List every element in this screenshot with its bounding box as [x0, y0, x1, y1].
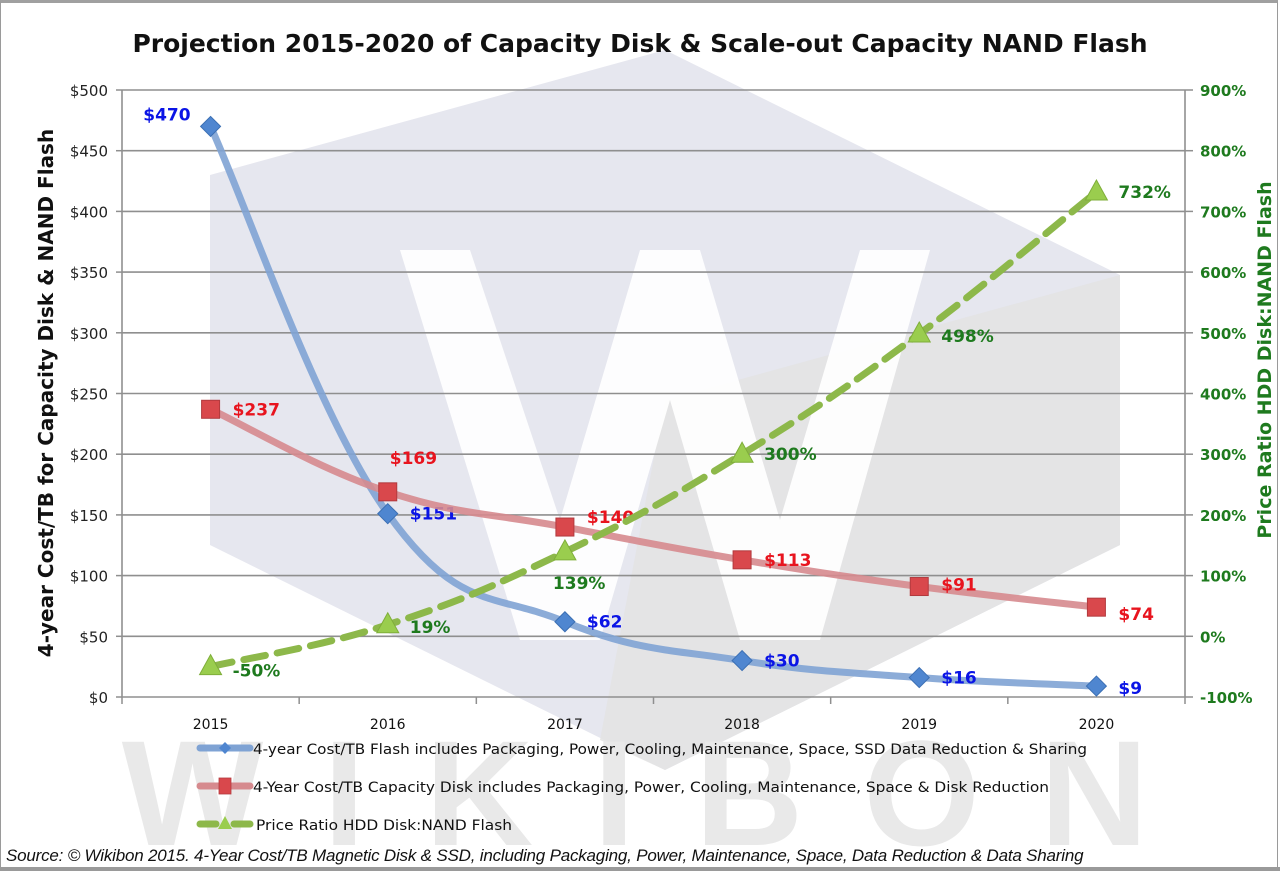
y-tick-label: $50 — [79, 628, 108, 646]
x-tick-label: 2020 — [1079, 717, 1115, 733]
x-tick-label: 2016 — [370, 717, 406, 733]
data-point-diamond — [554, 611, 576, 633]
legend-label: Price Ratio HDD Disk:NAND Flash — [256, 818, 512, 834]
data-point-square — [201, 399, 221, 419]
y2-tick-label: 300% — [1200, 446, 1246, 464]
data-point-diamond — [377, 502, 399, 525]
legend-marker-diamond — [219, 742, 231, 754]
data-label: -50% — [233, 662, 281, 682]
data-point-square — [555, 517, 575, 537]
data-label: $30 — [764, 652, 800, 672]
data-label: 498% — [941, 327, 994, 347]
y2-tick-label: 400% — [1200, 386, 1246, 404]
y2-axis-label: Price Ratio HDD Disk:NAND Flash — [1254, 181, 1276, 538]
data-label: 19% — [410, 618, 451, 638]
data-label: $237 — [233, 400, 280, 420]
y2-tick-label: 700% — [1200, 203, 1246, 221]
y-tick-label: $200 — [70, 446, 108, 464]
y2-tick-label: 200% — [1200, 507, 1246, 525]
legend: 4-year Cost/TB Flash includes Packaging,… — [196, 742, 1087, 834]
data-label: $470 — [143, 105, 190, 125]
data-label: 139% — [553, 574, 606, 594]
y2-tick-label: 100% — [1200, 568, 1246, 586]
x-axis-ticks: 2015 2016 2017 2018 2019 2020 — [121, 697, 1186, 733]
data-label: $91 — [941, 576, 977, 596]
y-tick-label: $250 — [70, 386, 108, 404]
legend-item-3: Price Ratio HDD Disk:NAND Flash — [196, 816, 512, 834]
bottom-rule — [0, 867, 1280, 871]
data-point-triangle — [198, 653, 223, 676]
y2-tick-label: 0% — [1200, 628, 1225, 646]
legend-item-2: 4-Year Cost/TB Capacity Disk includes Pa… — [196, 777, 1049, 796]
y2-tick-label: 600% — [1200, 264, 1246, 282]
legend-marker-square — [218, 777, 232, 795]
legend-item-1: 4-year Cost/TB Flash includes Packaging,… — [196, 742, 1087, 758]
y-tick-label: $500 — [70, 82, 108, 100]
y-tick-label: $150 — [70, 507, 108, 525]
data-label: $9 — [1118, 679, 1142, 699]
data-label: $113 — [764, 551, 811, 571]
source-note: Source: © Wikibon 2015. 4-Year Cost/TB M… — [6, 846, 1084, 865]
series-3: -50% 19% 139% 300% 498% 732% — [198, 178, 1171, 682]
data-label: $16 — [941, 669, 977, 689]
data-point-triangle — [375, 611, 400, 634]
x-tick-label: 2018 — [724, 717, 760, 733]
y2-axis-ticks: -100% 0% 100% 200% 300% 400% 500% 600% 700% 800% 9… — [1185, 82, 1253, 707]
legend-label: 4-Year Cost/TB Capacity Disk includes Pa… — [253, 780, 1049, 796]
y2-tick-label: 800% — [1200, 143, 1246, 161]
y-tick-label: $350 — [70, 264, 108, 282]
x-tick-label: 2019 — [901, 717, 937, 733]
watermark-text: WIKIBON — [122, 709, 1209, 871]
data-point-triangle — [1084, 178, 1109, 201]
data-label: 732% — [1118, 183, 1171, 203]
data-point-triangle — [553, 538, 577, 561]
data-point-diamond — [199, 115, 222, 138]
legend-marker-triangle — [218, 816, 232, 829]
series-line — [207, 405, 1100, 611]
y-tick-label: $450 — [70, 143, 108, 161]
data-label: $169 — [390, 449, 437, 469]
data-point-diamond — [1085, 675, 1108, 697]
y-tick-label: $400 — [70, 203, 108, 221]
y-tick-label: $300 — [70, 325, 108, 343]
y-tick-label: $100 — [70, 568, 108, 586]
data-label: 300% — [764, 445, 817, 465]
data-point-triangle — [907, 320, 932, 343]
y2-tick-label: 900% — [1200, 82, 1246, 100]
y2-tick-label: -100% — [1200, 689, 1253, 707]
y-axis-ticks: $0 $50 $100 $150 $200 $250 $300 $350 $400 $450 $50… — [70, 82, 122, 707]
data-label: $62 — [587, 613, 623, 633]
data-point-square — [378, 482, 398, 502]
x-tick-label: 2017 — [547, 717, 583, 733]
watermark: WIKIBON — [122, 50, 1209, 871]
series-layer: $470$151$62$30$16$9$237$169$140$113$91$7… — [143, 105, 1171, 699]
chart-title: Projection 2015-2020 of Capacity Disk & … — [132, 29, 1147, 58]
series-2: $237 $169 $140 $113 $91 $74 — [201, 399, 1154, 625]
data-point-square — [1086, 597, 1106, 617]
data-label: $74 — [1118, 605, 1154, 625]
data-label: $140 — [587, 508, 634, 528]
series-1: $470$151$62$30$16$9 — [143, 105, 1142, 699]
y-axis-label: 4-year Cost/TB for Capacity Disk & NAND … — [34, 129, 58, 657]
watermark-w-letter — [400, 250, 930, 640]
y2-tick-label: 500% — [1200, 325, 1246, 343]
data-point-diamond — [731, 649, 753, 672]
data-point-square — [909, 577, 929, 597]
series-line — [207, 188, 1100, 671]
data-point-diamond — [908, 666, 930, 689]
data-point-square — [732, 550, 752, 570]
legend-label: 4-year Cost/TB Flash includes Packaging,… — [253, 742, 1087, 758]
y-tick-label: $0 — [89, 689, 108, 707]
x-tick-label: 2015 — [193, 717, 229, 733]
data-point-triangle — [730, 441, 754, 463]
